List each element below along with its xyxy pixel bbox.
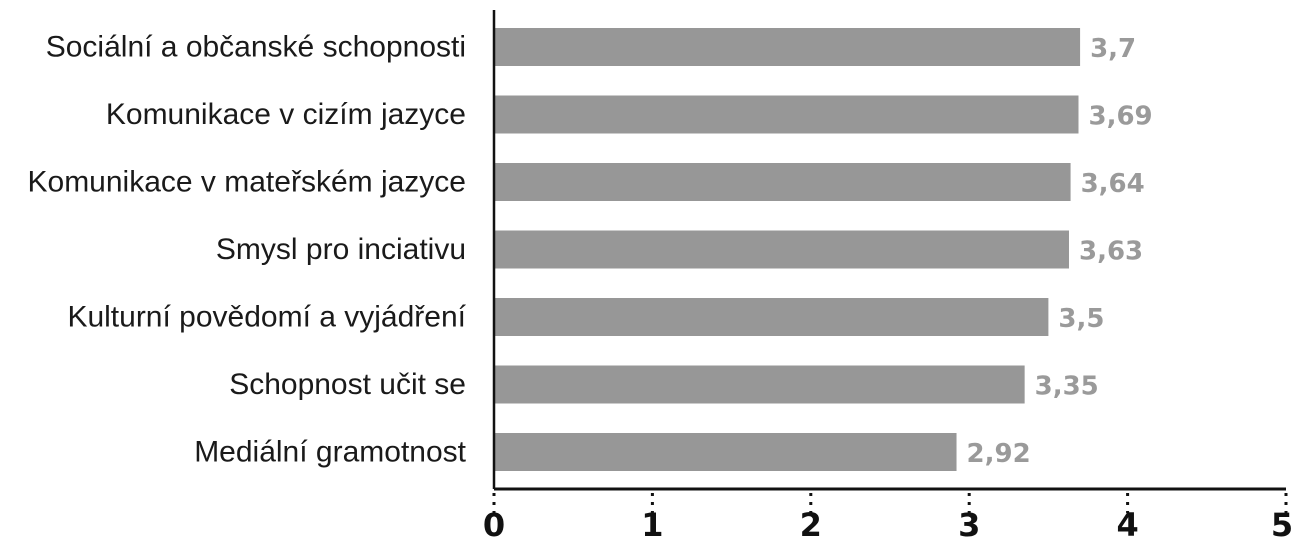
x-tick-label: 3 bbox=[958, 506, 980, 544]
bar bbox=[494, 163, 1071, 201]
category-label: Smysl pro inciativu bbox=[216, 233, 466, 266]
x-tick-label: 0 bbox=[483, 506, 505, 544]
value-label: 2,92 bbox=[967, 439, 1031, 469]
x-tick-label: 2 bbox=[800, 506, 822, 544]
bar bbox=[494, 28, 1081, 66]
value-label: 3,7 bbox=[1090, 34, 1136, 64]
category-label: Komunikace v mateřském jazyce bbox=[28, 166, 467, 199]
bar bbox=[494, 230, 1069, 269]
x-tick-label: 1 bbox=[641, 506, 663, 544]
category-label: Kulturní povědomí a vyjádření bbox=[67, 301, 466, 334]
value-label: 3,63 bbox=[1079, 237, 1143, 267]
bar bbox=[494, 95, 1079, 134]
x-tick-label: 4 bbox=[1116, 506, 1138, 544]
bar bbox=[494, 433, 957, 471]
value-label: 3,69 bbox=[1088, 102, 1152, 132]
x-tick-label: 5 bbox=[1271, 506, 1293, 544]
value-label: 3,35 bbox=[1035, 372, 1099, 402]
bar bbox=[494, 365, 1025, 404]
category-label: Mediální gramotnost bbox=[194, 436, 466, 469]
bar bbox=[494, 298, 1049, 336]
value-labels: 3,7 3,69 3,64 3,63 3,5 3,35 2,92 bbox=[967, 34, 1153, 469]
value-label: 3,5 bbox=[1058, 304, 1104, 334]
category-label: Komunikace v cizím jazyce bbox=[106, 98, 466, 131]
value-label: 3,64 bbox=[1081, 169, 1145, 199]
category-labels: Sociální a občanské schopnosti Komunikace… bbox=[28, 31, 467, 469]
category-label: Schopnost učit se bbox=[229, 368, 466, 401]
bars-group bbox=[494, 28, 1081, 471]
x-axis-ticks: 0 1 2 3 4 5 bbox=[483, 493, 1293, 544]
category-label: Sociální a občanské schopnosti bbox=[46, 31, 466, 64]
